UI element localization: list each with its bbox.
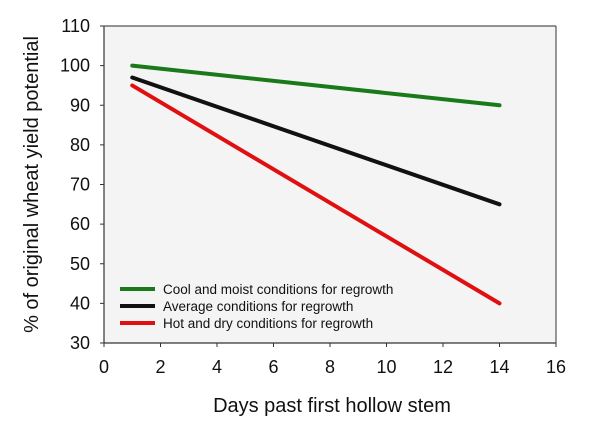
legend-label: Hot and dry conditions for regrowth xyxy=(163,316,373,331)
x-tick-label: 16 xyxy=(546,357,566,377)
y-tick-label: 30 xyxy=(70,333,90,353)
x-tick-label: 4 xyxy=(212,357,222,377)
x-tick-label: 2 xyxy=(155,357,165,377)
y-tick-label: 110 xyxy=(61,16,90,36)
series-lines xyxy=(130,63,502,306)
x-tick-label: 10 xyxy=(376,357,396,377)
x-tick-label: 14 xyxy=(489,357,509,377)
y-tick-label: 40 xyxy=(70,293,90,313)
y-tick-label: 80 xyxy=(70,135,90,155)
legend-label: Average conditions for regrowth xyxy=(163,299,353,314)
series-line-2 xyxy=(130,75,502,207)
y-tick-label: 100 xyxy=(60,56,90,76)
legend: Cool and moist conditions for regrowth Av… xyxy=(120,282,393,331)
y-axis-title: % of original wheat yield potential xyxy=(21,36,43,333)
x-tick-label: 6 xyxy=(268,357,278,377)
legend-label: Cool and moist conditions for regrowth xyxy=(163,282,393,297)
x-tick-label: 12 xyxy=(433,357,453,377)
x-axis-title: Days past first hollow stem xyxy=(213,395,451,417)
x-tick-label: 0 xyxy=(99,357,109,377)
series-line-3 xyxy=(130,83,502,306)
series-line-1 xyxy=(130,63,502,108)
y-tick-label: 50 xyxy=(70,254,90,274)
x-tick-label: 8 xyxy=(325,357,335,377)
axes: 0 2 4 6 8 10 12 14 16 30 40 50 60 70 80 90 100 110 xyxy=(60,16,566,377)
y-tick-label: 60 xyxy=(70,214,90,234)
y-tick-label: 90 xyxy=(70,95,90,115)
y-tick-label: 70 xyxy=(70,175,90,195)
